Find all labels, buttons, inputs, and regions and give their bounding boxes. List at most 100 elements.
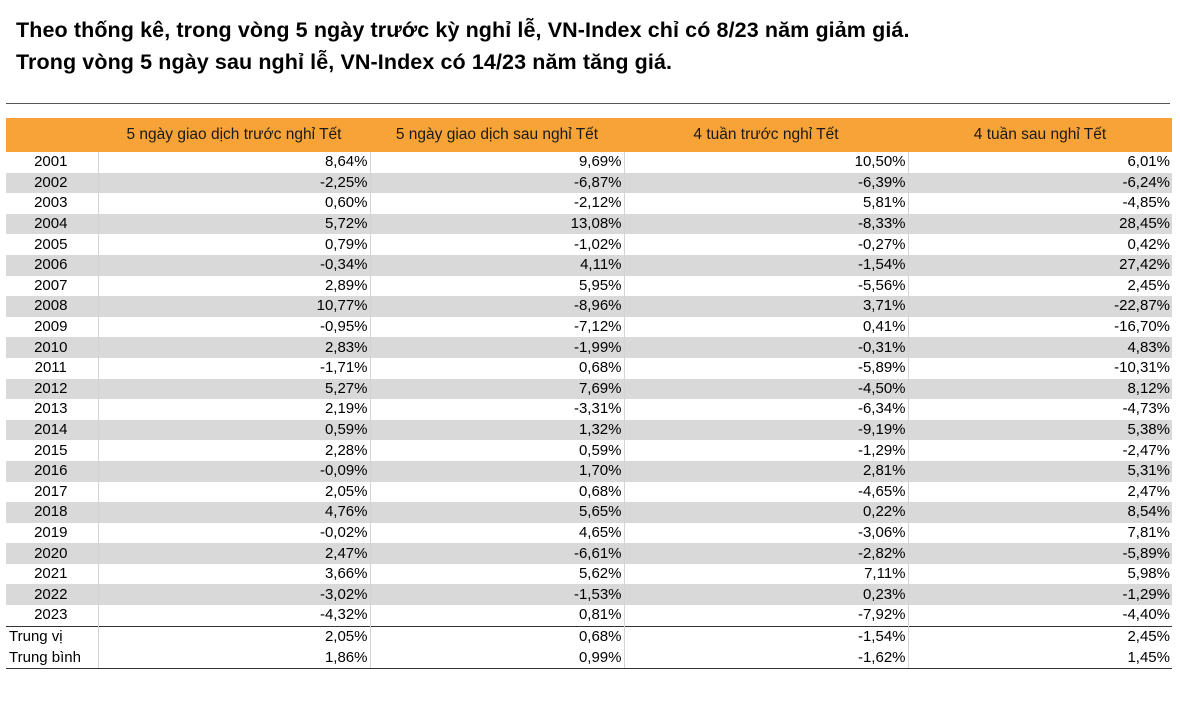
table-row: 2023 -4,32% 0,81% -7,92% -4,40% bbox=[6, 605, 1172, 627]
after-5d-cell: 1,32% bbox=[369, 419, 624, 441]
after-5d-cell: -8,96% bbox=[369, 296, 624, 317]
after-5d-cell: -7,12% bbox=[369, 316, 624, 338]
before-5d-cell: -0,09% bbox=[97, 460, 370, 482]
year-cell: 2014 bbox=[6, 419, 98, 441]
table-row: 2013 2,19% -3,31% -6,34% -4,73% bbox=[6, 399, 1172, 420]
year-cell: 2002 bbox=[6, 172, 98, 194]
before-5d-cell: -0,02% bbox=[97, 522, 370, 544]
before-4w-cell: 0,41% bbox=[623, 316, 908, 338]
before-5d-cell: 2,05% bbox=[97, 481, 370, 503]
before-4w-cell: -4,65% bbox=[623, 481, 908, 503]
year-cell: 2001 bbox=[34, 153, 68, 171]
before-4w-cell: -1,54% bbox=[623, 625, 908, 648]
before-4w-cell: -1,54% bbox=[623, 254, 908, 276]
before-5d-cell: 0,79% bbox=[97, 234, 370, 255]
table-row: 2017 2,05% 0,68% -4,65% 2,47% bbox=[6, 481, 1172, 503]
table-row: 2019 -0,02% 4,65% -3,06% 7,81% bbox=[6, 522, 1172, 544]
table-row: 2003 0,60% -2,12% 5,81% -4,85% bbox=[6, 193, 1172, 214]
before-5d-cell: 5,27% bbox=[97, 378, 370, 400]
before-5d-cell: -3,02% bbox=[97, 584, 370, 606]
year-cell: 2020 bbox=[6, 543, 98, 564]
year-cell: 2008 bbox=[6, 296, 98, 317]
table-row: 2009 -0,95% -7,12% 0,41% -16,70% bbox=[6, 316, 1172, 338]
year-cell: 2010 bbox=[6, 337, 98, 358]
before-4w-cell: 2,81% bbox=[623, 460, 908, 482]
after-5d-cell: 0,99% bbox=[369, 647, 624, 669]
year-cell: 2017 bbox=[34, 482, 68, 500]
table-row: 2022 -3,02% -1,53% 0,23% -1,29% bbox=[6, 584, 1172, 606]
summary-label: Trung vị bbox=[6, 625, 98, 648]
before-4w-cell: -9,19% bbox=[623, 419, 908, 441]
year-cell: 2006 bbox=[6, 254, 98, 276]
after-4w-cell: 8,54% bbox=[907, 502, 1172, 523]
before-4w-cell: -1,62% bbox=[623, 647, 908, 669]
after-4w-cell: 7,81% bbox=[907, 522, 1172, 544]
before-5d-cell: 2,19% bbox=[97, 399, 370, 420]
heading-divider bbox=[6, 103, 1170, 104]
table-row: 2005 0,79% -1,02% -0,27% 0,42% bbox=[6, 234, 1172, 255]
after-5d-cell: 9,69% bbox=[369, 152, 624, 173]
year-cell: 2012 bbox=[6, 378, 98, 400]
after-4w-cell: 4,83% bbox=[907, 337, 1172, 358]
header-4w-before: 4 tuần trước nghỉ Tết bbox=[624, 118, 908, 152]
before-4w-cell: -3,06% bbox=[623, 522, 908, 544]
after-4w-cell: -6,24% bbox=[907, 172, 1172, 194]
after-5d-cell: 4,11% bbox=[369, 254, 624, 276]
before-5d-cell: 10,77% bbox=[97, 296, 370, 317]
before-4w-cell: 7,11% bbox=[623, 563, 908, 585]
table-row: 2020 2,47% -6,61% -2,82% -5,89% bbox=[6, 543, 1172, 564]
table-row: 2010 2,83% -1,99% -0,31% 4,83% bbox=[6, 337, 1172, 358]
before-4w-cell: -6,34% bbox=[623, 399, 908, 420]
after-4w-cell: -10,31% bbox=[907, 357, 1172, 379]
after-4w-cell: -4,73% bbox=[907, 399, 1172, 420]
before-4w-cell: -7,92% bbox=[623, 605, 908, 627]
after-5d-cell: -2,12% bbox=[369, 193, 624, 214]
before-4w-cell: -6,39% bbox=[623, 172, 908, 194]
after-5d-cell: 5,62% bbox=[369, 563, 624, 585]
before-5d-cell: 1,86% bbox=[97, 647, 370, 669]
year-cell: 2011 bbox=[34, 359, 67, 377]
before-4w-cell: -5,89% bbox=[623, 357, 908, 379]
after-4w-cell: -4,85% bbox=[907, 193, 1172, 214]
table-row: 2016 -0,09% 1,70% 2,81% 5,31% bbox=[6, 460, 1172, 482]
table-row: 2012 5,27% 7,69% -4,50% 8,12% bbox=[6, 378, 1172, 400]
table-row: 2014 0,59% 1,32% -9,19% 5,38% bbox=[6, 419, 1172, 441]
before-5d-cell: -0,95% bbox=[97, 316, 370, 338]
page-heading: Theo thống kê, trong vòng 5 ngày trước k… bbox=[16, 14, 1166, 78]
year-cell: 2007 bbox=[34, 276, 68, 294]
year-cell: 2013 bbox=[34, 400, 68, 418]
header-year bbox=[6, 118, 98, 152]
after-5d-cell: -6,61% bbox=[369, 543, 624, 564]
before-5d-cell: 2,83% bbox=[97, 337, 370, 358]
before-5d-cell: -2,25% bbox=[97, 172, 370, 194]
after-5d-cell: 5,65% bbox=[369, 502, 624, 523]
summary-row: Trung vị 2,05% 0,68% -1,54% 2,45% bbox=[6, 625, 1172, 648]
after-4w-cell: 2,45% bbox=[907, 275, 1172, 297]
before-4w-cell: -1,29% bbox=[623, 440, 908, 461]
after-5d-cell: 0,81% bbox=[369, 605, 624, 627]
after-4w-cell: 5,38% bbox=[907, 419, 1172, 441]
before-5d-cell: 2,28% bbox=[97, 440, 370, 461]
table-row: 2004 5,72% 13,08% -8,33% 28,45% bbox=[6, 213, 1172, 235]
before-4w-cell: 5,81% bbox=[623, 193, 908, 214]
after-5d-cell: 0,68% bbox=[369, 481, 624, 503]
header-5d-before: 5 ngày giao dịch trước nghỉ Tết bbox=[98, 118, 370, 152]
heading-line-1: Theo thống kê, trong vòng 5 ngày trước k… bbox=[16, 18, 910, 42]
after-4w-cell: 0,42% bbox=[907, 234, 1172, 255]
before-5d-cell: 4,76% bbox=[97, 502, 370, 523]
after-5d-cell: -3,31% bbox=[369, 399, 624, 420]
before-5d-cell: 3,66% bbox=[97, 563, 370, 585]
before-4w-cell: -0,27% bbox=[623, 234, 908, 255]
after-4w-cell: 5,31% bbox=[907, 460, 1172, 482]
before-4w-cell: 0,22% bbox=[623, 502, 908, 523]
after-4w-cell: 2,47% bbox=[907, 481, 1172, 503]
table-row: 2015 2,28% 0,59% -1,29% -2,47% bbox=[6, 440, 1172, 461]
after-4w-cell: -22,87% bbox=[907, 296, 1172, 317]
before-4w-cell: -4,50% bbox=[623, 378, 908, 400]
after-5d-cell: -6,87% bbox=[369, 172, 624, 194]
before-4w-cell: -2,82% bbox=[623, 543, 908, 564]
before-5d-cell: 0,60% bbox=[97, 193, 370, 214]
after-4w-cell: 28,45% bbox=[907, 213, 1172, 235]
year-cell: 2021 bbox=[34, 565, 68, 583]
after-5d-cell: 4,65% bbox=[369, 522, 624, 544]
